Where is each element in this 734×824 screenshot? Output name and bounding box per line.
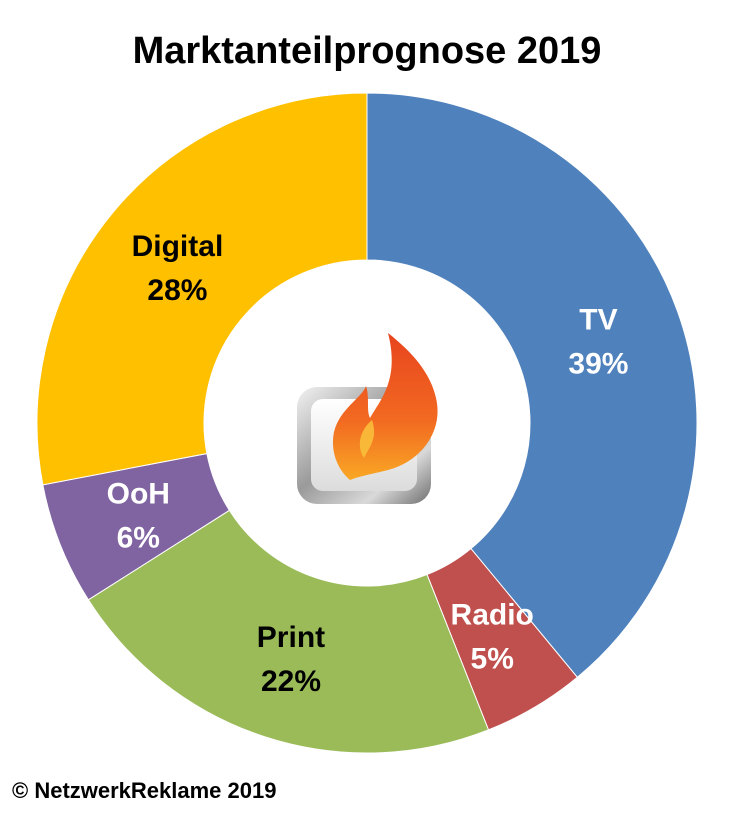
slice-tv <box>366 92 698 678</box>
slice-label-radio: Radio <box>451 599 534 632</box>
flame-logo-icon <box>297 333 438 504</box>
copyright-text: © NetzwerkReklame 2019 <box>12 778 277 803</box>
slice-value-tv: 39% <box>568 348 628 381</box>
slice-value-radio: 5% <box>471 643 514 676</box>
slice-value-print: 22% <box>261 665 321 698</box>
slice-label-digital: Digital <box>132 230 224 263</box>
slice-label-tv: TV <box>579 304 617 337</box>
slice-print <box>87 509 490 754</box>
chart-title: Marktanteilprognose 2019 <box>132 30 602 72</box>
slice-value-ooh: 6% <box>117 522 160 555</box>
slice-value-digital: 28% <box>147 274 207 307</box>
slice-digital <box>36 92 368 486</box>
slice-label-ooh: OoH <box>107 478 170 511</box>
slice-label-print: Print <box>257 621 325 654</box>
